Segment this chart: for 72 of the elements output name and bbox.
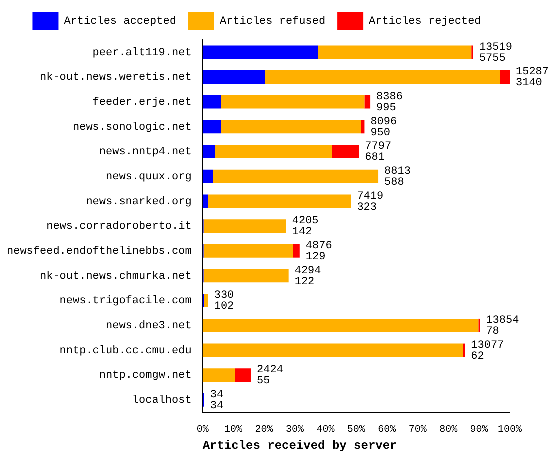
- annotation: 8813 588: [384, 166, 411, 190]
- bar: [202, 368, 236, 382]
- annotation: 15287 3140: [516, 66, 550, 90]
- bar: [221, 120, 362, 134]
- y-tick-label: peer.alt119.net: [92, 47, 192, 60]
- y-tick-label: nntp.club.cc.cmu.edu: [60, 345, 192, 358]
- bar: [364, 95, 371, 109]
- y-tick-label: news.trigofacile.com: [60, 296, 192, 308]
- y-tick-label: feeder.erje.net: [92, 97, 192, 110]
- y-tick-label: localhost: [132, 395, 192, 408]
- y-tick-label: news.dne3.net: [106, 320, 192, 333]
- annotation: 4294 122: [294, 265, 322, 288]
- legend-label: Articles rejected: [369, 16, 482, 28]
- annotation: 4876 129: [306, 240, 332, 264]
- bar: [202, 344, 464, 358]
- bar: [361, 120, 365, 134]
- legend-label: Articles accepted: [64, 16, 176, 28]
- x-tick-label: 10%: [224, 425, 243, 436]
- x-tick-label: 50%: [347, 425, 366, 436]
- bar: [204, 220, 286, 234]
- bar: [265, 70, 500, 84]
- bar: [318, 46, 472, 60]
- annotation: 4205 142: [292, 216, 319, 239]
- annotation: 2424 55: [257, 364, 284, 388]
- annotation: 7419 323: [357, 190, 384, 214]
- x-tick-label: 30%: [286, 425, 304, 436]
- bar: [213, 170, 379, 184]
- x-tick-label: 40%: [316, 425, 335, 436]
- y-tick-label: nk-out.news.weretis.net: [40, 72, 192, 84]
- bar: [202, 145, 216, 158]
- bar: [332, 145, 360, 158]
- legend-label: Articles refused: [220, 16, 326, 28]
- bar: [235, 368, 252, 382]
- bar: [202, 70, 266, 84]
- x-tick-label: 90%: [470, 425, 488, 436]
- annotation: 330 102: [214, 290, 234, 314]
- bar: [202, 120, 222, 134]
- y-tick-label: news.sonologic.net: [73, 122, 192, 134]
- x-tick-label: 100%: [498, 425, 522, 436]
- annotation: 13854 78: [486, 315, 520, 338]
- bar: [221, 95, 365, 109]
- y-tick-label: nk-out.news.chmurka.net: [40, 270, 192, 283]
- x-tick-label: 80%: [440, 425, 458, 436]
- bar: [293, 244, 300, 258]
- annotation: 8096 950: [370, 116, 398, 140]
- bar: [202, 318, 479, 332]
- bar: [202, 46, 318, 60]
- y-tick-label: news.nntp4.net: [99, 146, 192, 159]
- x-tick-label: 20%: [255, 425, 274, 436]
- bar: [204, 269, 289, 283]
- y-tick-label: news.quux.org: [106, 172, 192, 184]
- bar: [202, 95, 222, 109]
- x-tick-label: 60%: [378, 425, 396, 436]
- bar: [202, 194, 208, 208]
- y-tick-label: news.snarked.org: [86, 196, 192, 208]
- annotation: 34 34: [210, 390, 224, 413]
- x-axis-title: Articles received by server: [202, 438, 398, 453]
- annotation: 8386 995: [376, 92, 403, 115]
- bar: [204, 244, 294, 258]
- annotation: 13519 5755: [479, 42, 512, 65]
- bar: [202, 170, 214, 184]
- annotation: 13077 62: [471, 340, 504, 363]
- x-tick-label: 70%: [408, 425, 427, 436]
- x-tick-label: 0%: [196, 425, 209, 436]
- annotation: 7797 681: [365, 141, 392, 164]
- y-tick-label: news.corradoroberto.it: [46, 221, 192, 234]
- bar: [215, 145, 332, 158]
- bar: [204, 294, 208, 308]
- y-tick-label: nntp.comgw.net: [99, 370, 192, 382]
- bar: [208, 194, 352, 208]
- bar: [500, 70, 510, 84]
- y-tick-label: newsfeed.endofthelinebbs.com: [6, 246, 192, 258]
